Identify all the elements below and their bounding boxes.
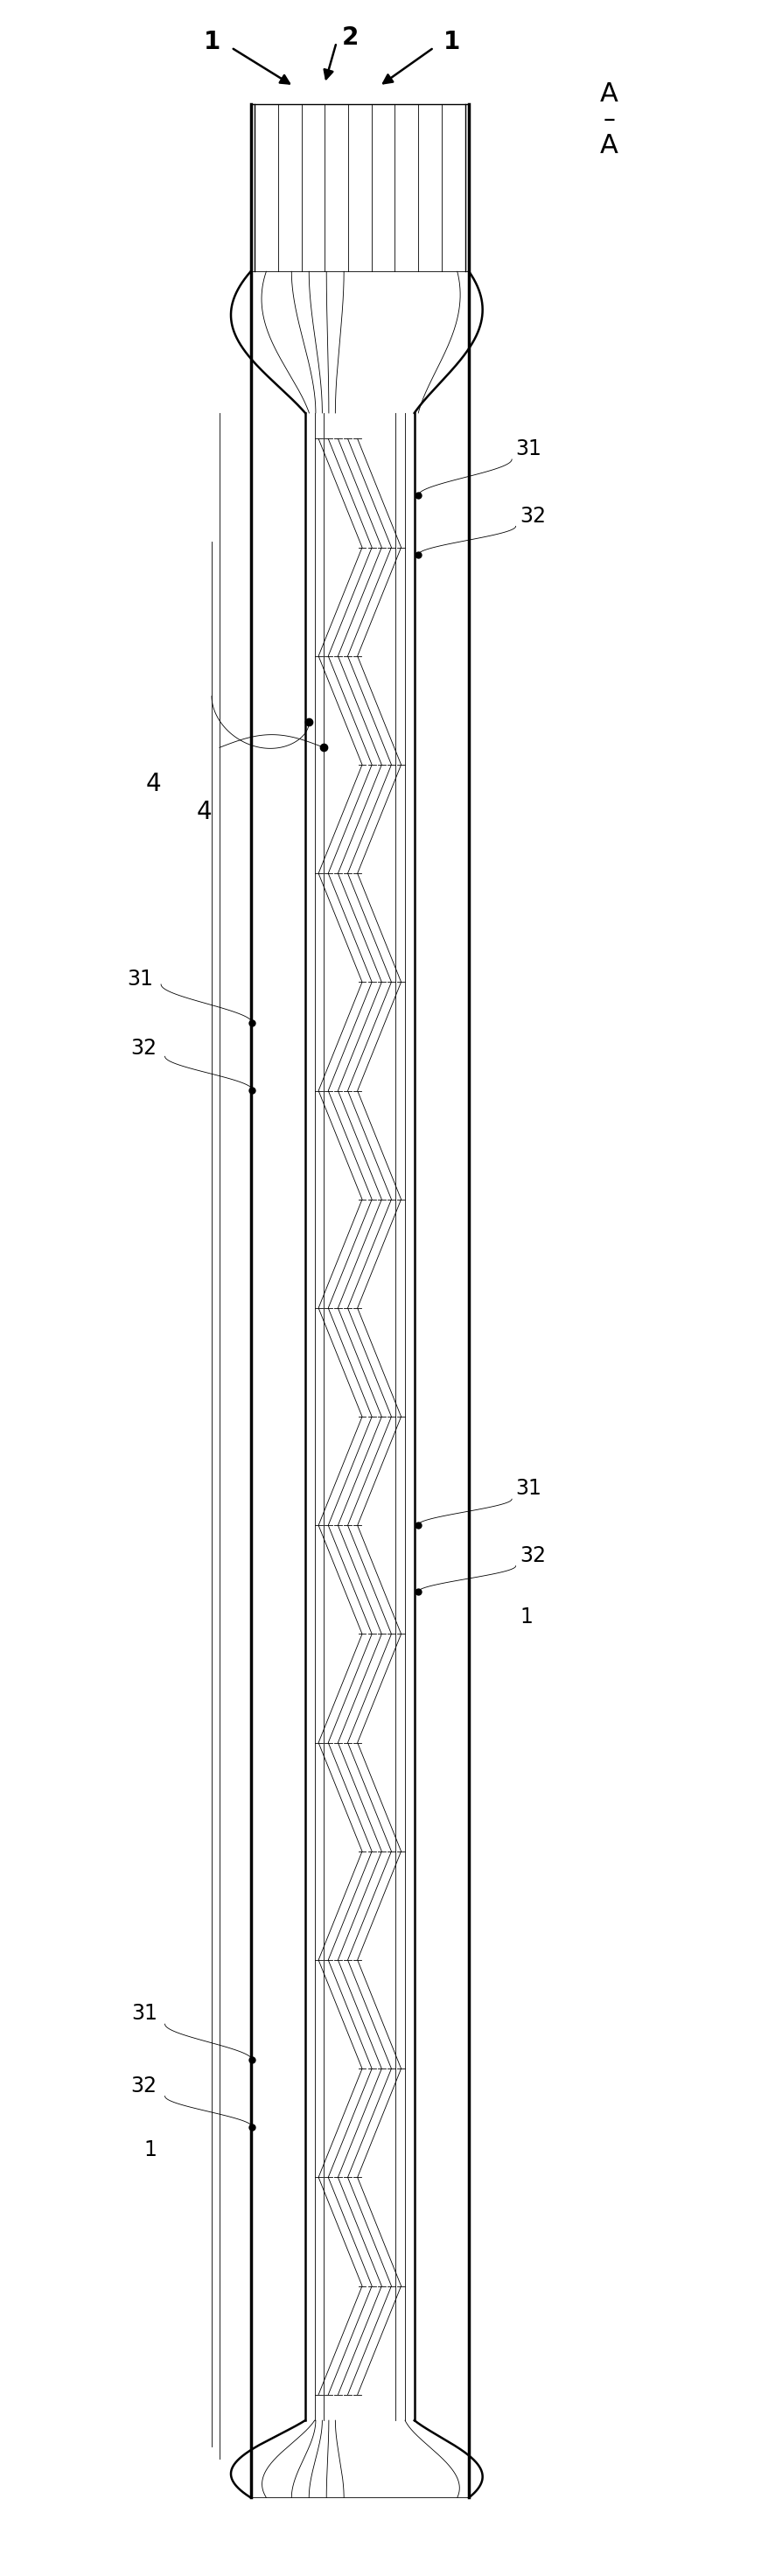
Text: 4: 4 (196, 799, 212, 824)
Text: 32: 32 (519, 505, 546, 526)
Text: 31: 31 (516, 1479, 542, 1499)
Text: A: A (600, 82, 619, 106)
Text: 4: 4 (145, 770, 161, 796)
Text: 32: 32 (131, 1038, 157, 1059)
Text: –: – (603, 108, 615, 131)
Text: 1: 1 (203, 31, 220, 54)
Text: 31: 31 (516, 438, 542, 459)
Text: 32: 32 (131, 2076, 157, 2097)
Text: 32: 32 (519, 1546, 546, 1566)
Text: 2: 2 (342, 26, 359, 49)
Text: 31: 31 (127, 969, 153, 989)
Text: 31: 31 (131, 2004, 157, 2025)
Text: A: A (600, 131, 619, 157)
Text: 1: 1 (144, 2141, 157, 2161)
Text: 1: 1 (519, 1607, 533, 1628)
Text: 1: 1 (443, 31, 461, 54)
